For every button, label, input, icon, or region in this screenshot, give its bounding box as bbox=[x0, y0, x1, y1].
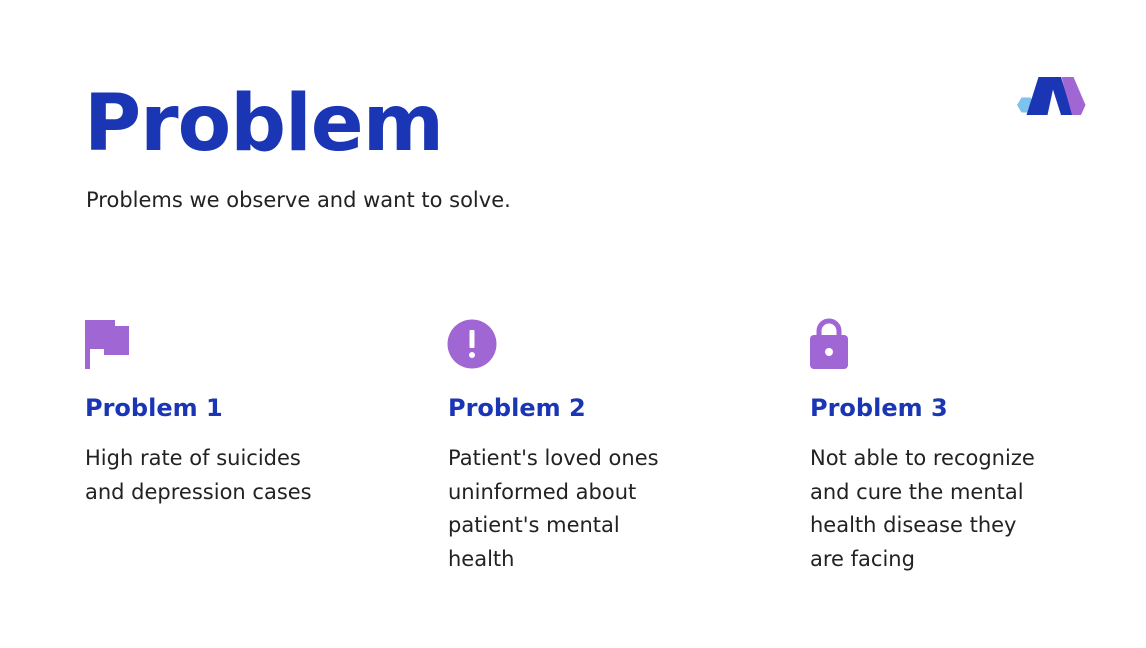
problem-card-1: Problem 1 High rate of suicides and depr… bbox=[84, 318, 364, 504]
page-title: Problem bbox=[84, 79, 444, 169]
problem-description: High rate of suicides and depression cas… bbox=[85, 446, 312, 504]
problem-card-3: Problem 3 Not able to recognize and cure… bbox=[809, 318, 1089, 571]
exclamation-circle-icon bbox=[447, 319, 497, 369]
problem-title: Problem 2 bbox=[448, 394, 586, 422]
page-subtitle: Problems we observe and want to solve. bbox=[86, 188, 511, 212]
problem-description: Patient's loved ones uninformed about pa… bbox=[448, 446, 659, 571]
problem-description: Not able to recognize and cure the menta… bbox=[810, 446, 1035, 571]
flag-icon bbox=[85, 320, 129, 369]
lock-icon bbox=[810, 318, 848, 369]
problem-title: Problem 3 bbox=[810, 394, 948, 422]
brand-m-logo-icon bbox=[1017, 77, 1086, 115]
problem-title: Problem 1 bbox=[85, 394, 223, 422]
problem-card-2: Problem 2 Patient's loved ones uninforme… bbox=[447, 318, 727, 571]
